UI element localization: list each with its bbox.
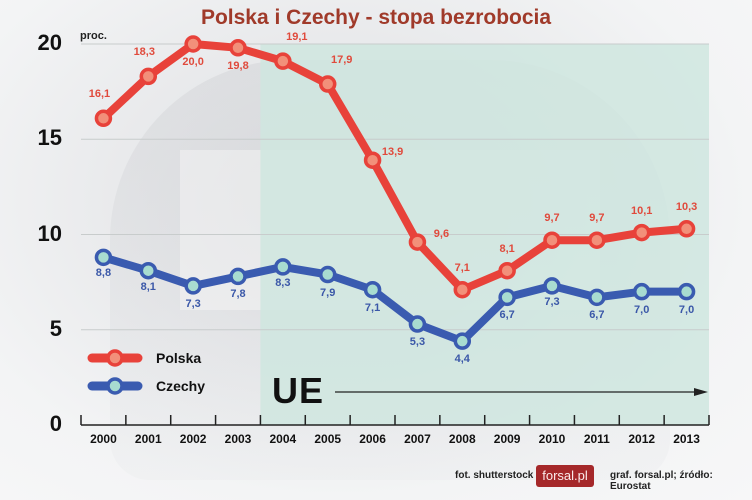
- x-tick-label: 2007: [404, 432, 431, 446]
- x-tick-label: 2009: [493, 432, 521, 446]
- x-tick-label: 2003: [224, 432, 252, 446]
- data-label-czechy: 7,0: [634, 303, 650, 316]
- data-label-czechy: 7,0: [678, 303, 695, 316]
- data-label-czechy: 7,1: [364, 301, 381, 314]
- data-label-czechy: 7,9: [320, 286, 336, 299]
- data-point-marker: [184, 35, 202, 53]
- x-tick-label: 2005: [314, 432, 342, 446]
- data-label-czechy: 7,3: [185, 297, 201, 310]
- data-point-marker: [363, 280, 382, 299]
- chart-title: Polska i Czechy - stopa bezrobocia: [200, 6, 552, 29]
- data-label-czechy: 5,3: [409, 336, 426, 349]
- data-label-polska: 20,0: [182, 56, 204, 68]
- y-tick-label: 15: [37, 125, 62, 151]
- data-point-marker: [543, 277, 561, 295]
- data-label-polska: 9,6: [433, 228, 450, 241]
- data-label-czechy: 8,3: [275, 276, 291, 289]
- data-label-polska: 10,3: [675, 200, 698, 213]
- y-tick-label: 20: [37, 30, 62, 55]
- data-point-marker: [588, 288, 606, 307]
- data-point-marker: [318, 265, 337, 284]
- x-tick-label: 2012: [628, 432, 656, 446]
- data-label-polska: 10,1: [630, 204, 653, 217]
- data-point-marker: [274, 52, 292, 70]
- data-label-polska: 19,1: [286, 31, 308, 44]
- x-tick-label: 2011: [583, 432, 610, 446]
- data-point-marker: [588, 231, 606, 249]
- data-label-polska: 17,9: [330, 54, 353, 66]
- data-point-marker: [184, 277, 202, 295]
- data-label-czechy: 4,4: [454, 353, 470, 366]
- x-tick-label: 2002: [179, 432, 207, 446]
- data-point-marker: [408, 315, 427, 333]
- data-point-marker: [229, 39, 247, 57]
- data-point-marker: [632, 282, 651, 301]
- y-tick-label: 0: [49, 411, 62, 436]
- data-label-czechy: 8,8: [95, 267, 112, 280]
- data-point-marker: [543, 231, 561, 249]
- data-label-czechy: 7,8: [230, 288, 246, 301]
- data-label-polska: 9,7: [589, 212, 605, 225]
- data-label-czechy: 8,1: [140, 280, 156, 293]
- data-point-marker: [139, 67, 158, 86]
- data-label-czechy: 6,7: [499, 309, 515, 322]
- data-point-marker: [498, 288, 516, 307]
- x-tick-label: 2004: [269, 432, 297, 446]
- data-label-polska: 8,1: [499, 242, 515, 255]
- data-point-marker: [274, 258, 292, 276]
- legend-marker-icon: [106, 349, 124, 367]
- data-point-marker: [318, 75, 337, 93]
- data-label-polska: 9,7: [544, 212, 560, 225]
- x-tick-label: 2001: [134, 432, 162, 446]
- data-label-czechy: 7,3: [544, 295, 560, 308]
- data-label-polska: 7,1: [454, 261, 470, 274]
- forsal-logo: forsal.pl: [536, 465, 594, 487]
- data-point-marker: [453, 280, 472, 299]
- photo-credit: fot. shutterstock: [455, 470, 534, 481]
- data-point-marker: [677, 220, 696, 238]
- data-point-marker: [632, 223, 651, 242]
- data-point-marker: [229, 267, 247, 286]
- y-tick-label: 5: [49, 315, 62, 341]
- data-point-marker: [408, 233, 427, 251]
- y-tick-label: 10: [37, 220, 62, 246]
- x-tick-label: 2008: [448, 432, 476, 446]
- data-label-polska: 18,3: [133, 46, 155, 59]
- data-point-marker: [498, 261, 516, 280]
- data-point-marker: [139, 261, 158, 280]
- data-point-marker: [94, 109, 113, 128]
- data-label-polska: 13,9: [381, 146, 404, 159]
- x-tick-label: 2010: [538, 432, 566, 446]
- data-point-marker: [94, 248, 113, 267]
- eu-arrow-head-icon: [694, 388, 708, 396]
- legend-polska-label: Polska: [156, 350, 202, 366]
- data-label-polska: 16,1: [88, 88, 111, 101]
- x-tick-label: 2013: [673, 432, 700, 446]
- data-label-czechy: 6,7: [589, 309, 605, 322]
- source-credit: graf. forsal.pl; źródło: Eurostat: [610, 470, 713, 492]
- x-tick-label: 2006: [359, 432, 386, 446]
- data-point-marker: [677, 282, 696, 301]
- legend-marker-icon: [106, 377, 124, 395]
- data-point-marker: [363, 151, 382, 169]
- x-tick-label: 2000: [90, 432, 117, 446]
- legend-czechy-label: Czechy: [156, 378, 206, 394]
- data-point-marker: [453, 332, 472, 350]
- y-axis-unit: proc.: [80, 30, 107, 42]
- data-label-polska: 19,8: [227, 59, 249, 72]
- eu-accession-label: UE: [272, 370, 325, 411]
